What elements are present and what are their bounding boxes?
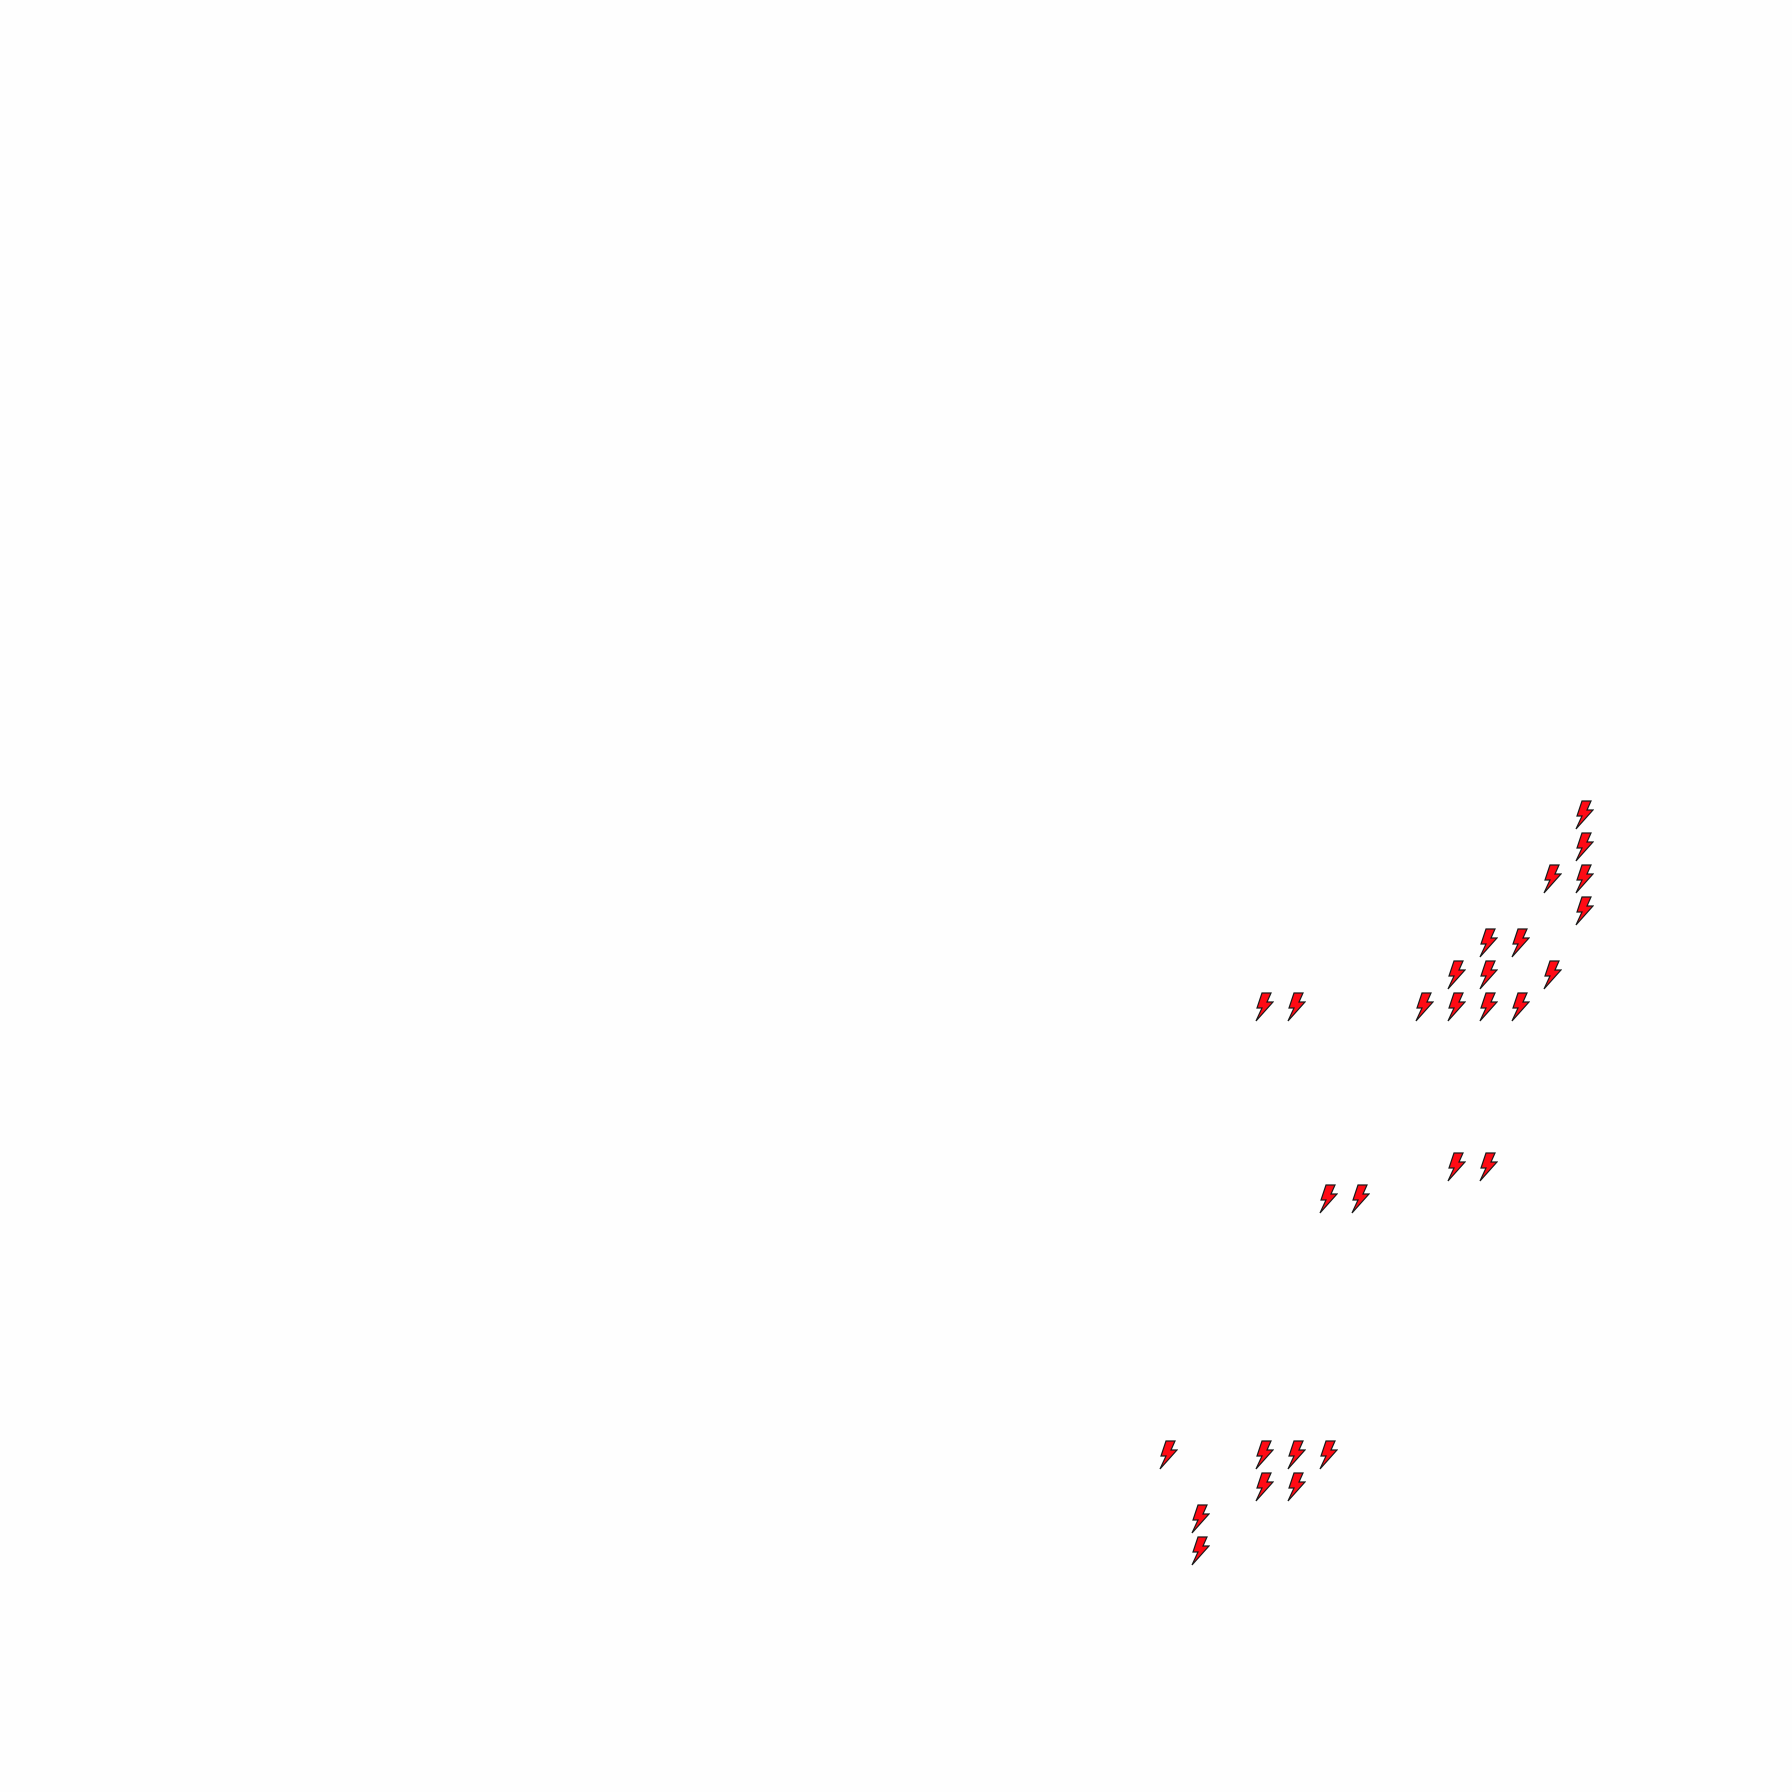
lightning-bolt-icon: [1447, 992, 1466, 1022]
map-marker[interactable]: [1574, 800, 1594, 830]
lightning-bolt-icon: [1191, 1504, 1210, 1534]
lightning-bolt-icon: [1575, 832, 1594, 862]
lightning-bolt-icon: [1319, 1440, 1338, 1470]
lightning-bolt-icon: [1287, 1440, 1306, 1470]
lightning-bolt-icon: [1479, 960, 1498, 990]
lightning-bolt-icon: [1255, 992, 1274, 1022]
map-marker[interactable]: [1286, 992, 1306, 1022]
lightning-bolt-icon: [1287, 1472, 1306, 1502]
lightning-bolt-icon: [1575, 864, 1594, 894]
lightning-bolt-icon: [1191, 1536, 1210, 1566]
lightning-bolt-icon: [1415, 992, 1434, 1022]
map-marker[interactable]: [1158, 1440, 1178, 1470]
lightning-bolt-icon: [1479, 928, 1498, 958]
map-marker[interactable]: [1542, 864, 1562, 894]
map-marker[interactable]: [1574, 832, 1594, 862]
lightning-bolt-icon: [1575, 896, 1594, 926]
map-marker[interactable]: [1510, 992, 1530, 1022]
map-marker[interactable]: [1318, 1440, 1338, 1470]
lightning-bolt-icon: [1479, 992, 1498, 1022]
map-marker[interactable]: [1254, 992, 1274, 1022]
map-marker[interactable]: [1254, 1440, 1274, 1470]
map-marker[interactable]: [1318, 1184, 1338, 1214]
map-marker[interactable]: [1350, 1184, 1370, 1214]
map-marker[interactable]: [1574, 864, 1594, 894]
lightning-bolt-icon: [1255, 1440, 1274, 1470]
map-marker[interactable]: [1478, 928, 1498, 958]
map-marker[interactable]: [1446, 992, 1466, 1022]
map-marker[interactable]: [1286, 1440, 1306, 1470]
map-marker[interactable]: [1574, 896, 1594, 926]
lightning-bolt-icon: [1319, 1184, 1338, 1214]
map-marker[interactable]: [1414, 992, 1434, 1022]
map-marker[interactable]: [1542, 960, 1562, 990]
map-marker[interactable]: [1478, 1152, 1498, 1182]
map-marker[interactable]: [1254, 1472, 1274, 1502]
lightning-bolt-icon: [1511, 992, 1530, 1022]
map-marker[interactable]: [1446, 1152, 1466, 1182]
lightning-bolt-icon: [1543, 960, 1562, 990]
map-marker[interactable]: [1286, 1472, 1306, 1502]
lightning-bolt-icon: [1447, 960, 1466, 990]
map-marker[interactable]: [1190, 1536, 1210, 1566]
lightning-bolt-icon: [1447, 1152, 1466, 1182]
lightning-bolt-icon: [1255, 1472, 1274, 1502]
lightning-bolt-icon: [1479, 1152, 1498, 1182]
map-marker[interactable]: [1478, 960, 1498, 990]
map-marker[interactable]: [1478, 992, 1498, 1022]
lightning-bolt-icon: [1351, 1184, 1370, 1214]
lightning-bolt-icon: [1511, 928, 1530, 958]
lightning-bolt-icon: [1159, 1440, 1178, 1470]
lightning-bolt-icon: [1575, 800, 1594, 830]
map-marker[interactable]: [1190, 1504, 1210, 1534]
map-marker[interactable]: [1510, 928, 1530, 958]
lightning-bolt-icon: [1287, 992, 1306, 1022]
lightning-bolt-icon: [1543, 864, 1562, 894]
map-marker[interactable]: [1446, 960, 1466, 990]
